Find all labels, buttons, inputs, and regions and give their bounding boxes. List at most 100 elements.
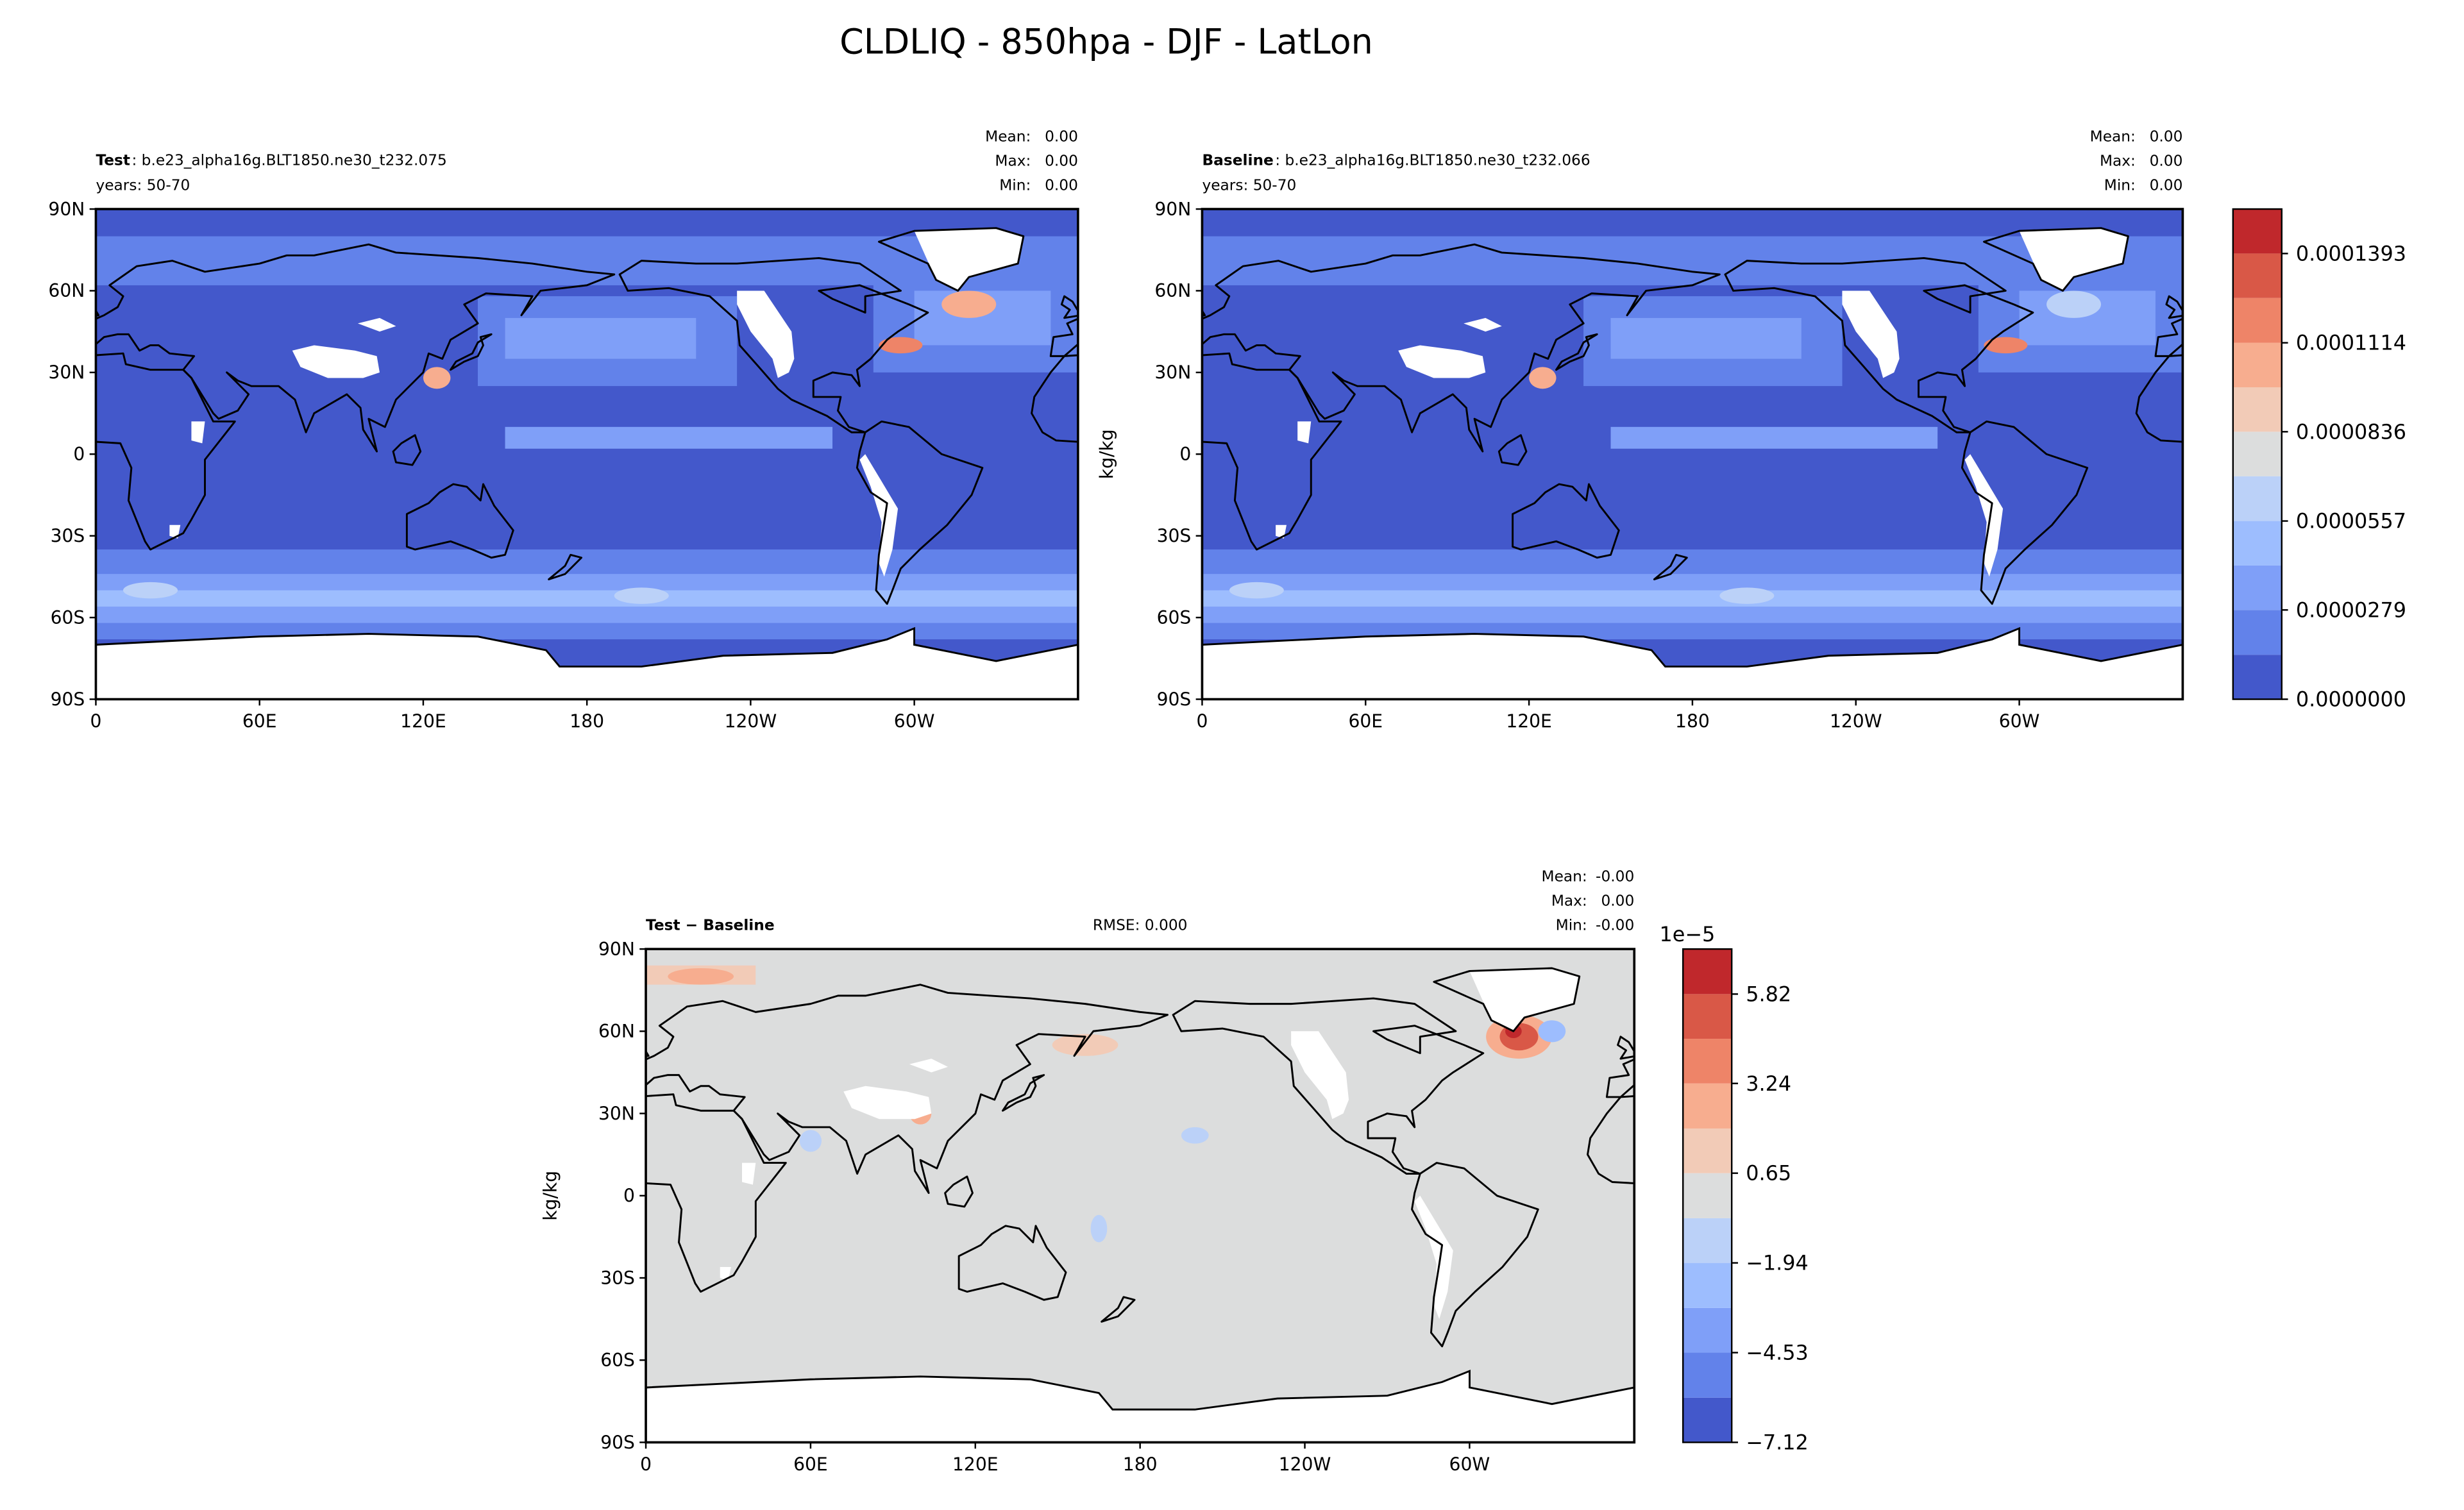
coastline (1724, 257, 2034, 433)
coastline (856, 420, 984, 605)
field-band (1202, 236, 2183, 285)
field-band (646, 949, 1635, 1443)
years: years: 50-70 (1202, 177, 1296, 194)
terrain-mask (292, 345, 380, 378)
map (1202, 209, 2183, 700)
x-tick-label: 60W (1449, 1454, 1490, 1475)
y-tick-label: 60N (1154, 280, 1191, 301)
colorbar-segment (2232, 342, 2282, 387)
coastline (1961, 420, 2089, 605)
antarctica (1202, 626, 2183, 700)
terrain-mask (1464, 317, 1502, 332)
stat-name: Max: (995, 153, 1031, 170)
terrain-mask (859, 454, 899, 577)
field-blob (1090, 1214, 1108, 1243)
case-name: : b.e23_alpha16g.BLT1850.ne30_t232.066 (1275, 151, 1590, 169)
y-tick-label: 90N (1154, 199, 1191, 220)
x-tick-label: 0 (1196, 711, 1208, 732)
stat-value: 0.00 (1601, 893, 1634, 910)
colorbar-tick-label: −7.12 (1746, 1430, 1809, 1455)
y-tick-label: 30N (598, 1103, 635, 1124)
colorbar-segment (1683, 1039, 1732, 1084)
field-band (1202, 590, 2183, 607)
x-tick-label: 60E (793, 1454, 828, 1475)
terrain-mask (737, 290, 795, 378)
coastline (1433, 967, 1581, 1032)
x-tick-label: 180 (1675, 711, 1710, 732)
terrain-mask (843, 1086, 932, 1120)
field-blob (1984, 337, 2028, 354)
field-blob (2046, 290, 2101, 318)
stat-value: 0.00 (2150, 128, 2183, 146)
colorbar-segment (1683, 1397, 1732, 1443)
years: years: 50-70 (96, 177, 190, 194)
field-band (505, 426, 833, 449)
coastline (1202, 308, 1206, 317)
stat-name: Min: (999, 177, 1031, 194)
units-label: kg/kg (1096, 429, 1117, 479)
coastline (1172, 997, 1485, 1175)
coastline (1555, 333, 1598, 371)
map (646, 949, 1635, 1443)
terrain-mask (909, 1059, 948, 1073)
colorbar-tick-label: 0.0001393 (2296, 241, 2406, 265)
stat-value: -0.00 (1596, 868, 1634, 885)
y-tick-label: 90N (48, 199, 85, 220)
y-tick-label: 60S (1157, 607, 1192, 628)
colorbar-tick-label: 3.24 (1746, 1071, 1791, 1096)
coastline (646, 984, 1169, 1195)
coastline (405, 483, 514, 559)
field-band (96, 590, 1078, 607)
y-tick-label: 90S (1157, 689, 1192, 710)
coastline (96, 243, 616, 453)
field-blob (423, 367, 451, 389)
coastline (646, 1049, 650, 1057)
stat-name: Max: (1551, 893, 1587, 910)
coastline (618, 257, 929, 433)
field-blob (799, 1130, 822, 1152)
colorbar-tick-label: 0.0000557 (2296, 509, 2406, 533)
terrain-mask (191, 421, 205, 444)
stat-name: Mean: (2090, 128, 2136, 146)
y-tick-label: 60N (598, 1021, 635, 1042)
stat-value: 0.00 (1045, 153, 1078, 170)
colorbar-segment (1683, 1128, 1732, 1173)
panel-label: Test − Baseline (646, 917, 775, 934)
terrain-mask (1297, 421, 1312, 444)
x-tick-label: 120E (1506, 711, 1552, 732)
x-tick-label: 180 (570, 711, 604, 732)
coastline (548, 553, 583, 581)
panel-label: Baseline (1202, 151, 1273, 169)
coastline (1202, 352, 1342, 551)
stat-value: 0.00 (1045, 128, 1078, 146)
coastline (1060, 295, 1078, 319)
field-band (1610, 317, 1802, 359)
colorbar-tick-label: 0.0000000 (2296, 687, 2406, 712)
colorbar-segment (1683, 994, 1732, 1039)
coastline (944, 1175, 974, 1208)
x-tick-label: 60E (242, 711, 277, 732)
units-label: kg/kg (539, 1171, 561, 1221)
colorbar-segment (1683, 1307, 1732, 1353)
coastline (1101, 1296, 1136, 1323)
field-band (1610, 426, 1938, 449)
coastline (1982, 227, 2129, 292)
y-tick-label: 60N (48, 280, 85, 301)
stat-name: Min: (1556, 917, 1587, 934)
stat-value: -0.00 (1596, 917, 1634, 934)
colorbar-segment (1683, 949, 1732, 994)
y-tick-label: 30S (51, 525, 85, 546)
coastline (96, 352, 236, 551)
coastline (2165, 295, 2183, 319)
x-tick-label: 180 (1123, 1454, 1158, 1475)
field-blob (1229, 582, 1284, 599)
coastline (1002, 1074, 1045, 1112)
x-tick-label: 120W (725, 711, 777, 732)
coastline (877, 227, 1025, 292)
colorbar-segment (2232, 253, 2282, 298)
y-tick-label: 30N (1154, 362, 1191, 383)
colorbar-segment (1683, 1173, 1732, 1218)
colorbar-tick-label: 5.82 (1746, 982, 1791, 1006)
terrain-mask (1414, 1195, 1453, 1320)
